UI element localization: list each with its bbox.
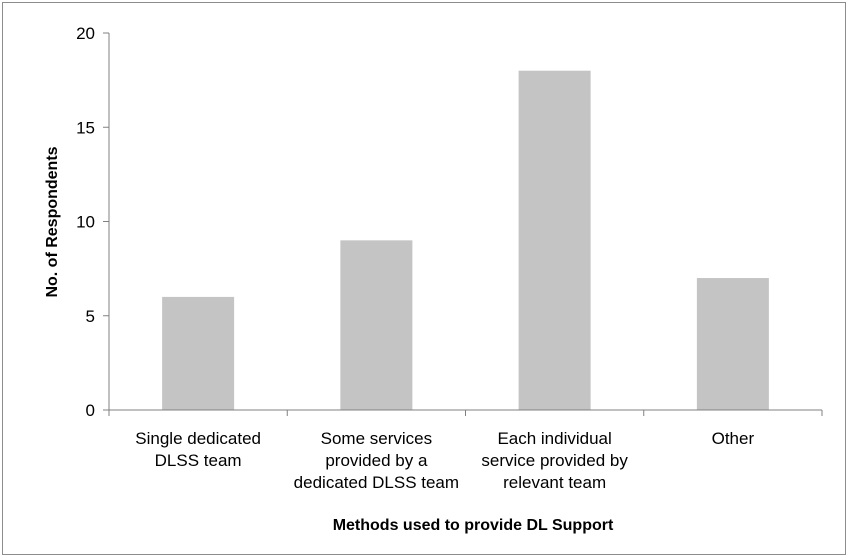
y-ticks: 0 5 10 15 20 [76, 24, 110, 420]
y-tick-label: 0 [86, 401, 95, 420]
bar [162, 296, 235, 410]
bar [518, 70, 591, 410]
y-tick-label: 5 [86, 307, 95, 326]
y-tick-label: 20 [76, 24, 95, 43]
category-label: Other [712, 429, 755, 448]
x-axis [108, 409, 823, 416]
category-label: Single dedicated DLSS team [135, 429, 261, 470]
x-axis-title: Methods used to provide DL Support [333, 517, 614, 534]
category-labels: Single dedicated DLSS team Some services pr… [135, 429, 754, 492]
category-label: Each individual service provided by releva… [481, 429, 628, 492]
y-tick-label: 15 [76, 118, 95, 137]
y-axis-title: No. of Respondents [44, 146, 61, 297]
bar [696, 278, 769, 410]
y-tick-label: 10 [76, 213, 95, 232]
bar [340, 240, 413, 410]
bars [162, 70, 769, 410]
category-label: Some services provided by a dedicated DLSS… [294, 429, 459, 492]
